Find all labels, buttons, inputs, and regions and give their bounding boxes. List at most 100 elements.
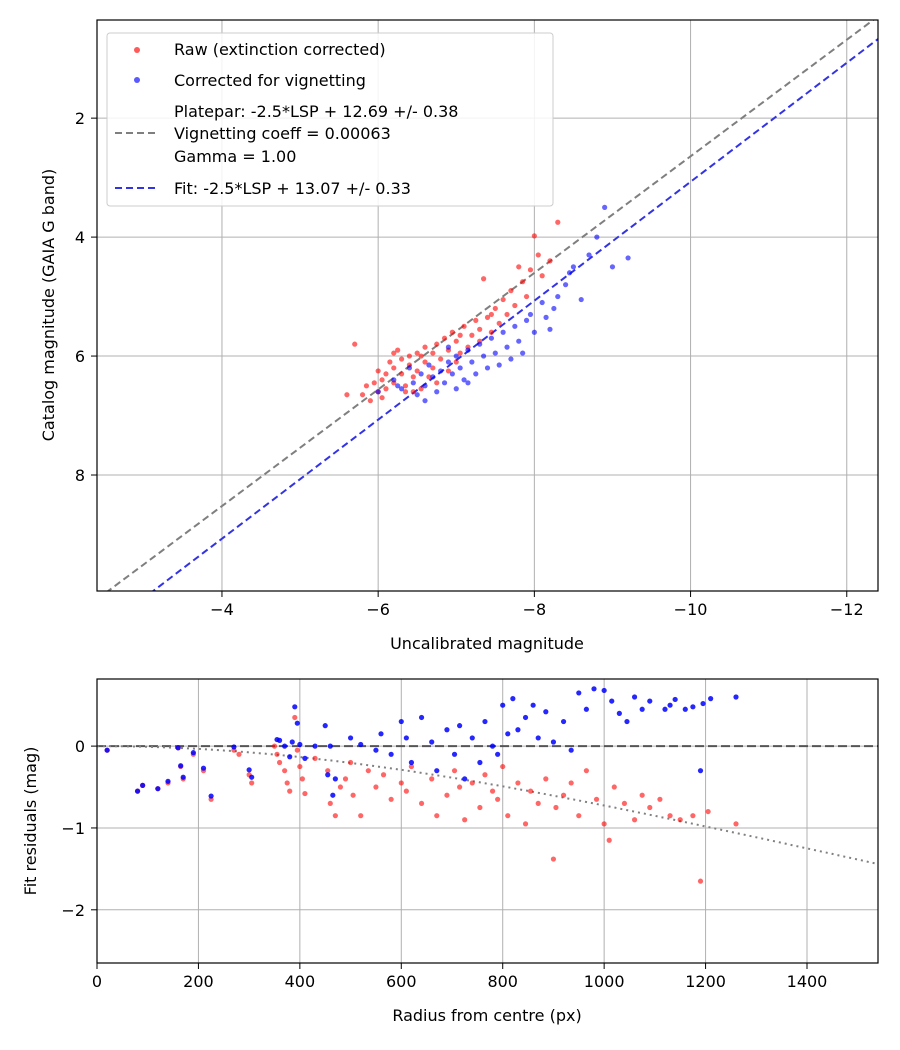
- corrected-residual-point: [322, 723, 328, 729]
- raw-residual-point: [550, 856, 557, 862]
- top-y-tick-label: 6: [75, 347, 85, 366]
- corrected-point: [492, 350, 498, 356]
- raw-point: [391, 365, 397, 371]
- raw-residual-point: [601, 821, 607, 827]
- corrected-residual-point: [434, 768, 440, 774]
- raw-residual-point: [667, 813, 673, 819]
- corrected-residual-point: [631, 694, 638, 700]
- corrected-residual-point: [576, 690, 582, 696]
- corrected-point: [375, 389, 381, 395]
- corrected-residual-point: [358, 741, 364, 748]
- corrected-point: [422, 383, 428, 389]
- raw-point: [516, 264, 522, 270]
- bottom-plot: 0 200 400 600 800 1000 1200 1400 0 −1 −2 Radius fr…: [21, 678, 879, 1025]
- raw-residual-point: [271, 743, 278, 749]
- corrected-residual-point: [510, 696, 516, 702]
- raw-point: [438, 356, 444, 362]
- corrected-residual-point: [616, 710, 622, 716]
- raw-point: [488, 329, 495, 335]
- corrected-residual-point: [287, 754, 293, 760]
- bottom-reference-lines: [97, 745, 878, 865]
- raw-residual-point: [690, 813, 696, 819]
- corrected-residual-point: [297, 741, 303, 748]
- raw-residual-point: [505, 813, 511, 819]
- corrected-residual-point: [332, 776, 338, 782]
- raw-point: [387, 359, 393, 365]
- corrected-point: [539, 299, 545, 306]
- raw-residual-point: [297, 763, 303, 770]
- raw-residual-point: [477, 804, 483, 811]
- raw-residual-point: [457, 784, 463, 790]
- top-x-tick-label: −6: [366, 600, 390, 619]
- corrected-residual-point: [294, 720, 300, 726]
- raw-residual-point: [515, 780, 521, 786]
- raw-residual-point: [697, 878, 704, 884]
- legend-platepar-label-1: Platepar: -2.5*LSP + 12.69 +/- 0.38: [174, 102, 458, 121]
- corrected-residual-point: [462, 776, 468, 782]
- corrected-residual-point: [591, 686, 597, 692]
- top-y-tick-label: 8: [75, 466, 85, 485]
- corrected-residual-point: [155, 786, 161, 792]
- bottom-x-axis-label: Radius from centre (px): [392, 1006, 581, 1025]
- top-y-axis-label: Catalog magnitude (GAIA G band): [39, 169, 58, 441]
- raw-residual-point: [274, 751, 280, 757]
- corrected-point: [484, 365, 491, 371]
- corrected-point: [586, 252, 592, 258]
- raw-point: [453, 359, 459, 365]
- corrected-residual-point: [302, 755, 308, 761]
- raw-residual-point: [631, 817, 638, 823]
- raw-point: [527, 267, 534, 273]
- corrected-residual-point: [200, 765, 207, 771]
- raw-residual-point: [606, 837, 612, 843]
- raw-residual-point: [639, 792, 645, 798]
- raw-point: [363, 383, 370, 389]
- corrected-residual-point: [482, 718, 488, 725]
- corrected-residual-point: [530, 702, 536, 708]
- raw-point: [414, 368, 420, 374]
- platepar-line: [106, 20, 875, 591]
- corrected-point: [445, 359, 452, 365]
- corrected-residual-point: [276, 737, 283, 743]
- corrected-residual-point: [639, 706, 645, 712]
- raw-residual-point: [500, 763, 506, 770]
- raw-point: [379, 377, 385, 383]
- corrected-point: [602, 204, 608, 210]
- corrected-residual-point: [429, 739, 435, 745]
- raw-point: [539, 273, 545, 279]
- corrected-point: [512, 323, 518, 329]
- raw-point: [496, 320, 502, 326]
- raw-point: [488, 311, 495, 318]
- corrected-residual-point: [647, 698, 653, 704]
- corrected-point: [426, 362, 432, 368]
- corrected-point: [469, 359, 475, 365]
- corrected-residual-point: [550, 739, 557, 745]
- raw-point: [395, 347, 401, 353]
- corrected-residual-point: [398, 718, 404, 725]
- bottom-y-tick-label: 0: [75, 737, 85, 756]
- raw-residual-point: [350, 792, 356, 798]
- raw-residual-point: [337, 784, 344, 790]
- corrected-residual-point: [560, 718, 567, 725]
- raw-point: [398, 371, 405, 377]
- corrected-residual-point: [140, 782, 146, 788]
- corrected-point: [465, 380, 471, 386]
- corrected-point: [520, 350, 526, 356]
- bottom-x-tick-label: 0: [92, 972, 102, 991]
- raw-point: [434, 341, 440, 347]
- corrected-point: [395, 383, 401, 389]
- corrected-point: [465, 347, 471, 353]
- corrected-point: [477, 341, 483, 347]
- bottom-y-axis-label: Fit residuals (mag): [21, 747, 40, 896]
- top-plot-frame: [96, 19, 879, 592]
- corrected-residual-point: [403, 735, 409, 741]
- raw-residual-point: [553, 804, 559, 811]
- corrected-residual-point: [388, 751, 394, 757]
- raw-residual-point: [495, 796, 501, 802]
- raw-point: [535, 252, 541, 258]
- corrected-point: [453, 386, 459, 392]
- raw-residual-point: [462, 817, 468, 823]
- corrected-point: [496, 362, 502, 368]
- top-fit-lines: [106, 20, 878, 591]
- raw-residual-point: [302, 790, 308, 797]
